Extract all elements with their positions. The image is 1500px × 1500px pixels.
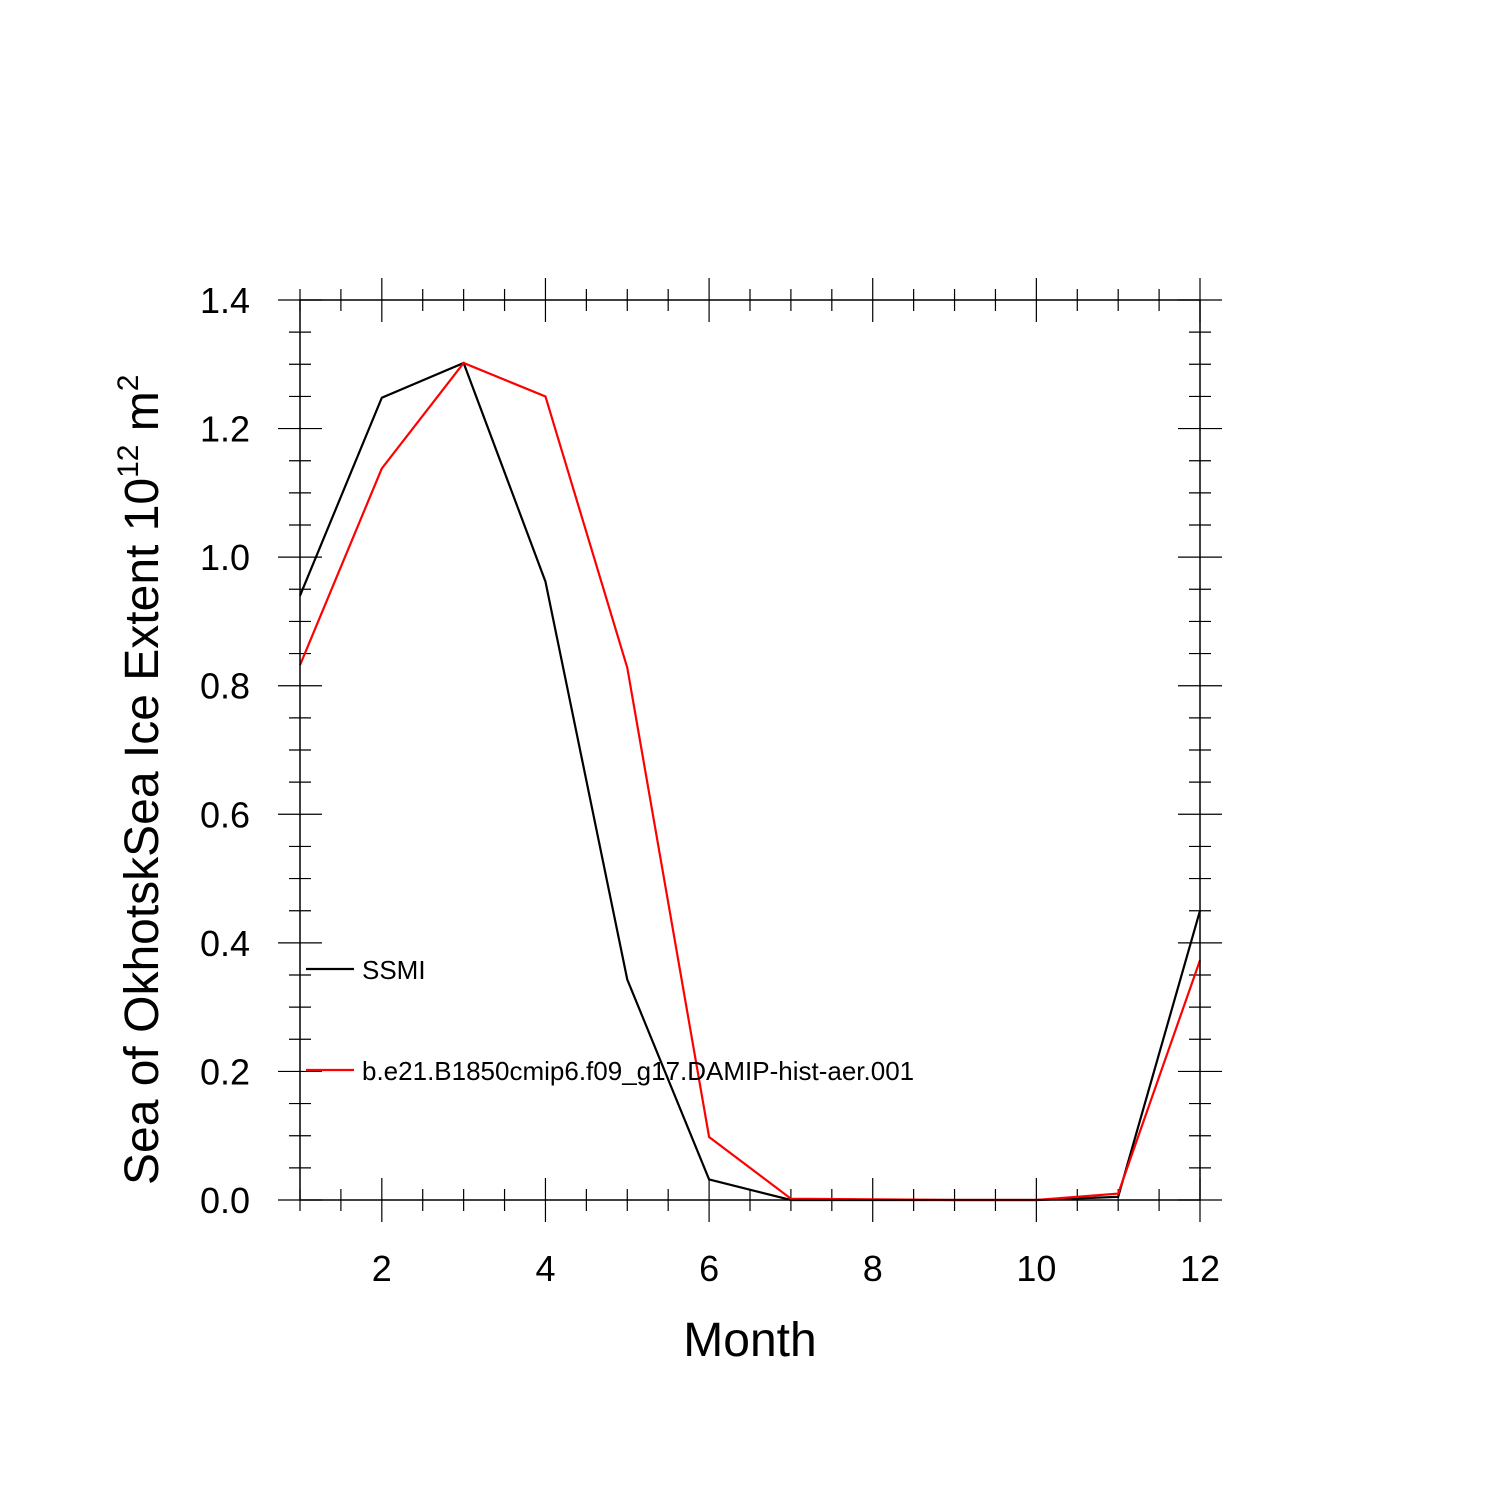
y-axis-title-exponent: 12 <box>112 445 145 478</box>
y-axis-title-main: Sea of OkhotskSea Ice Extent 10 <box>116 478 169 1185</box>
legend-item: b.e21.B1850cmip6.f09_g17.DAMIP-hist-aer.… <box>306 1056 914 1086</box>
x-tick-label: 4 <box>535 1248 555 1289</box>
legend: SSMI b.e21.B1850cmip6.f09_g17.DAMIP-hist-… <box>306 955 914 1086</box>
y-tick-label: 1.2 <box>200 409 250 450</box>
series-line-model <box>298 361 1202 1202</box>
x-tick-label: 6 <box>699 1248 719 1289</box>
y-axis-title: Sea of OkhotskSea Ice Extent 1012 m2 <box>112 375 169 1185</box>
y-tick-label: 0.4 <box>200 923 250 964</box>
y-tick-label: 0.2 <box>200 1051 250 1092</box>
legend-item: SSMI <box>306 955 426 985</box>
x-tick-label: 10 <box>1016 1248 1056 1289</box>
y-tick-label: 1.0 <box>200 537 250 578</box>
x-tick-label: 12 <box>1180 1248 1220 1289</box>
y-tick-label: 0.0 <box>200 1180 250 1221</box>
legend-label: SSMI <box>362 955 426 985</box>
y-tick-labels: 0.0 0.2 0.4 0.6 0.8 1.0 1.2 1.4 <box>200 280 250 1221</box>
y-tick-label: 0.6 <box>200 794 250 835</box>
x-tick-labels: 2 4 6 8 10 12 <box>372 1248 1220 1289</box>
x-tick-label: 2 <box>372 1248 392 1289</box>
x-axis-title: Month <box>683 1314 816 1367</box>
x-tick-label: 8 <box>863 1248 883 1289</box>
y-axis-title-unit-exponent: 2 <box>112 375 145 392</box>
y-tick-label: 1.4 <box>200 280 250 321</box>
y-axis-title-unit: m <box>116 391 169 444</box>
plot-frame <box>299 299 1201 1201</box>
y-tick-label: 0.8 <box>200 666 250 707</box>
legend-label: b.e21.B1850cmip6.f09_g17.DAMIP-hist-aer.… <box>362 1056 914 1086</box>
